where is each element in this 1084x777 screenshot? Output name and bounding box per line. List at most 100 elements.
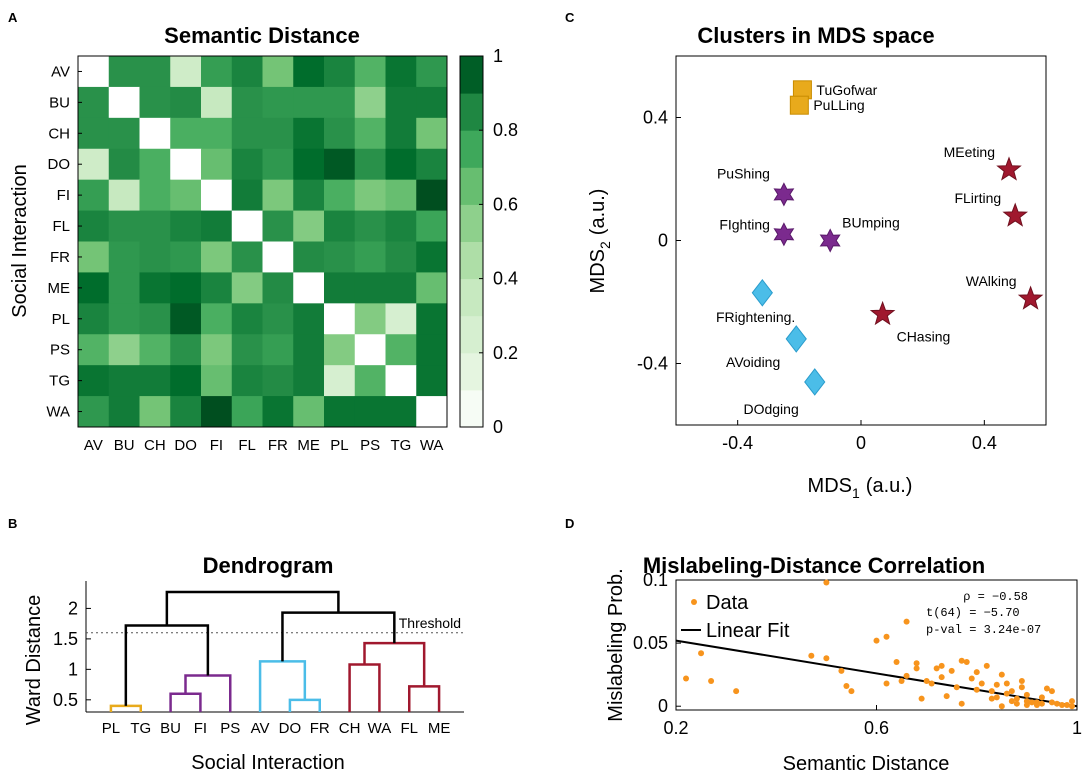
correlation-ylabel: Mislabeling Prob. — [605, 568, 627, 721]
dendrogram-link-red — [348, 663, 381, 712]
heatmap-cell-FR-FI — [201, 241, 233, 273]
mds-point-walking — [1017, 285, 1044, 310]
heatmap-col-label-PL: PL — [330, 437, 348, 454]
data-point — [893, 659, 900, 666]
heatmap-cell-AV-PS — [354, 56, 386, 88]
data-point — [948, 667, 955, 674]
heatmap-cell-PL-PS — [354, 303, 386, 335]
legend-fit-label: Linear Fit — [706, 620, 790, 642]
heatmap-col-label-FR: FR — [268, 437, 288, 454]
mds-point-tugofwar-label: TuGofwar — [816, 82, 877, 98]
heatmap-cell-FI-FL — [231, 179, 263, 212]
heatmap-cell-FI-FI — [201, 179, 233, 212]
heatmap-cell-WA-FL — [231, 396, 263, 428]
data-point — [1013, 695, 1020, 702]
heatmap-cell-PL-TG — [385, 303, 417, 335]
mds-xtick-label: 0 — [856, 433, 866, 453]
mds-ylabel: MDS2(a.u.) — [587, 189, 613, 294]
data-point — [983, 662, 990, 669]
heatmap-col-label-PS: PS — [360, 437, 380, 454]
heatmap-cell-BU-FR — [262, 86, 294, 119]
correlation-xlabel: Semantic Distance — [783, 753, 950, 775]
heatmap-row-label-PL: PL — [52, 311, 70, 328]
colorbar-segment — [460, 204, 483, 242]
heatmap-cell-PS-FL — [231, 334, 263, 366]
colorbar-segment — [460, 93, 483, 131]
heatmap-col-label-AV: AV — [84, 437, 103, 454]
heatmap-cell-BU-CH — [139, 86, 171, 119]
heatmap-cell-FR-PS — [354, 241, 386, 273]
heatmap-cell-DO-BU — [108, 148, 140, 181]
data-point — [1068, 703, 1075, 710]
heatmap-cells — [78, 56, 448, 428]
mds-point-pulling-label: PuLLing — [813, 97, 864, 113]
heatmap-cell-TG-BU — [108, 365, 140, 397]
heatmap-cell-FL-PS — [354, 210, 386, 242]
colorbar: 0 0.2 0.4 0.6 0.8 1 — [459, 46, 518, 437]
data-point — [1023, 701, 1030, 708]
heatmap-cell-DO-FI — [201, 148, 233, 181]
data-point — [1023, 691, 1030, 698]
data-point — [993, 681, 1000, 688]
heatmap-cell-PS-DO — [170, 334, 202, 366]
heatmap-cell-FI-FR — [262, 179, 294, 212]
linear-fit-line — [675, 639, 1078, 708]
heatmap-cell-CH-CH — [139, 117, 171, 150]
heatmap-cell-FL-FI — [201, 210, 233, 242]
data-point — [848, 688, 855, 695]
heatmap-cell-PL-WA — [416, 303, 448, 335]
heatmap-cell-DO-FL — [231, 148, 263, 181]
heatmap-row-label-WA: WA — [46, 404, 70, 421]
colorbar-segment — [460, 167, 483, 205]
panel-letter-c: C — [565, 10, 575, 25]
mds-point-walking-label: WAlking — [966, 273, 1017, 289]
panel-d: D Mislabeling-Distance Correlation 0.2 0.… — [565, 516, 1082, 775]
data-point — [838, 667, 845, 674]
data-point — [903, 618, 910, 625]
data-point — [978, 680, 985, 687]
heatmap-cell-PL-BU — [108, 303, 140, 335]
heatmap-cell-FI-TG — [385, 179, 417, 212]
correlation-legend: Data Linear Fit — [681, 592, 790, 642]
data-point — [928, 680, 935, 687]
heatmap-cell-FR-PL — [324, 241, 356, 273]
heatmap-cell-PS-PS — [354, 334, 386, 366]
data-point — [938, 674, 945, 681]
heatmap-cell-ME-TG — [385, 272, 417, 304]
heatmap-cell-CH-DO — [170, 117, 202, 150]
heatmap-title: Semantic Distance — [164, 23, 360, 48]
heatmap-cell-PL-AV — [78, 303, 110, 335]
mds-point-chasing — [869, 300, 896, 326]
heatmap-cell-FL-PL — [324, 210, 356, 242]
heatmap-cell-DO-TG — [385, 148, 417, 181]
heatmap-cell-CH-FI — [201, 117, 233, 150]
corr-xtick-label: 0.2 — [663, 718, 688, 738]
dendrogram-ytick-label: 0.5 — [53, 690, 78, 710]
dendrogram-leaf-BU: BU — [160, 720, 181, 737]
data-point — [1063, 701, 1070, 708]
dendrogram-link-black — [165, 590, 340, 626]
data-point — [1018, 677, 1025, 684]
heatmap-row-label-AV: AV — [51, 63, 70, 80]
heatmap-cell-AV-TG — [385, 56, 417, 88]
data-point — [698, 650, 705, 657]
data-point — [968, 675, 975, 682]
dendrogram-leaf-FR: FR — [310, 720, 330, 737]
dendrogram-tree: 0.5 1 1.5 2 Threshold PL TG BU FI PS AV DO FR CH WA FL M… — [53, 581, 464, 737]
heatmap-cell-BU-DO — [170, 86, 202, 119]
legend-data-label: Data — [706, 592, 749, 614]
heatmap-row-label-BU: BU — [49, 94, 70, 111]
colorbar-segment — [460, 130, 483, 168]
heatmap-cell-DO-PS — [354, 148, 386, 181]
heatmap-cell-FR-ME — [293, 241, 325, 273]
heatmap-cell-DO-DO — [170, 148, 202, 181]
heatmap-cell-FR-FL — [231, 241, 263, 273]
dendrogram-link-purple — [169, 692, 202, 712]
mds-xtick-label: 0.4 — [972, 433, 997, 453]
threshold-label: Threshold — [399, 615, 461, 631]
dendrogram-link-orange — [109, 704, 142, 712]
heatmap-cell-WA-CH — [139, 396, 171, 428]
heatmap-cell-DO-WA — [416, 148, 448, 181]
dendrogram-leaf-CH: CH — [339, 720, 361, 737]
mds-point-dodging — [804, 368, 826, 396]
